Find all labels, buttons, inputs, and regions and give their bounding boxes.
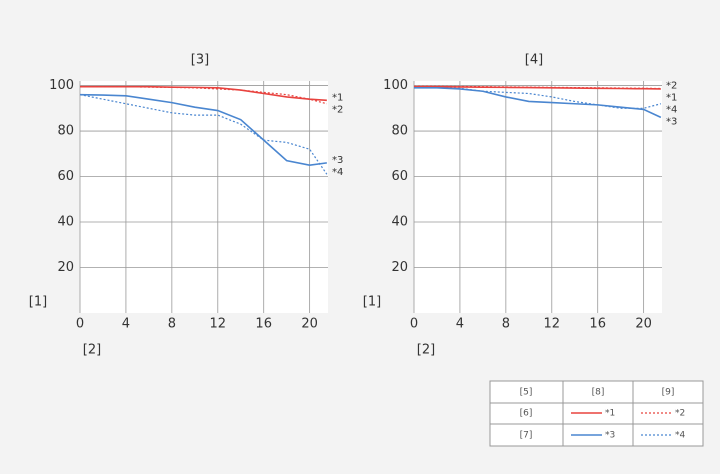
y-tick-label: 100 <box>49 78 74 93</box>
chart-title: [4] <box>525 53 543 68</box>
legend-entry: *2 <box>675 409 685 419</box>
x-tick-label: 4 <box>456 317 464 332</box>
series-end-label: *2 <box>666 81 677 92</box>
plot-area <box>414 81 662 313</box>
legend-entry: *4 <box>675 431 686 441</box>
x-axis-label: [2] <box>417 343 435 358</box>
series-end-label: *4 <box>666 105 677 116</box>
series-end-label: *4 <box>332 167 343 178</box>
series-line <box>79 94 328 175</box>
series-end-label: *3 <box>332 155 343 166</box>
legend-header: [5] <box>520 388 533 398</box>
series-end-label: *3 <box>666 117 677 128</box>
x-tick-label: 8 <box>502 317 510 332</box>
x-tick-label: 20 <box>635 317 652 332</box>
legend-entry: *1 <box>605 409 615 419</box>
legend-entry: *3 <box>605 431 615 441</box>
y-tick-label: 20 <box>57 260 74 275</box>
y-tick-label: 40 <box>391 215 408 230</box>
x-tick-label: 12 <box>210 317 227 332</box>
x-tick-label: 16 <box>589 317 606 332</box>
y-tick-label: 40 <box>57 215 74 230</box>
legend-table: [5] [8] [9] [6] *1 *2 [7] *3 *4 <box>489 380 704 447</box>
x-axis-label: [2] <box>83 343 101 358</box>
series-end-label: *1 <box>666 93 677 104</box>
legend-header: [8] <box>592 388 605 398</box>
y-axis-label: [1] <box>29 295 47 310</box>
y-tick-label: 100 <box>383 78 408 93</box>
y-tick-label: 60 <box>391 169 408 184</box>
x-tick-label: 0 <box>410 317 418 332</box>
x-tick-label: 4 <box>122 317 130 332</box>
x-tick-label: 8 <box>168 317 176 332</box>
y-tick-label: 80 <box>57 124 74 139</box>
x-tick-label: 16 <box>255 317 272 332</box>
plot-area <box>80 81 328 313</box>
y-axis-label: [1] <box>363 295 381 310</box>
y-tick-label: 20 <box>391 260 408 275</box>
x-tick-label: 12 <box>544 317 561 332</box>
series-line <box>80 85 327 102</box>
legend-header: [9] <box>662 388 675 398</box>
series-end-label: *1 <box>332 92 343 103</box>
x-tick-label: 0 <box>76 317 84 332</box>
chart-title: [3] <box>191 53 209 68</box>
legend-row-label: [7] <box>520 431 533 441</box>
y-tick-label: 60 <box>57 169 74 184</box>
series-line <box>79 93 327 166</box>
series-line <box>414 85 661 90</box>
y-tick-label: 80 <box>391 124 408 139</box>
x-tick-label: 20 <box>301 317 318 332</box>
series-end-label: *2 <box>332 104 343 115</box>
series-line <box>414 87 662 119</box>
legend-row-label: [6] <box>520 409 533 419</box>
